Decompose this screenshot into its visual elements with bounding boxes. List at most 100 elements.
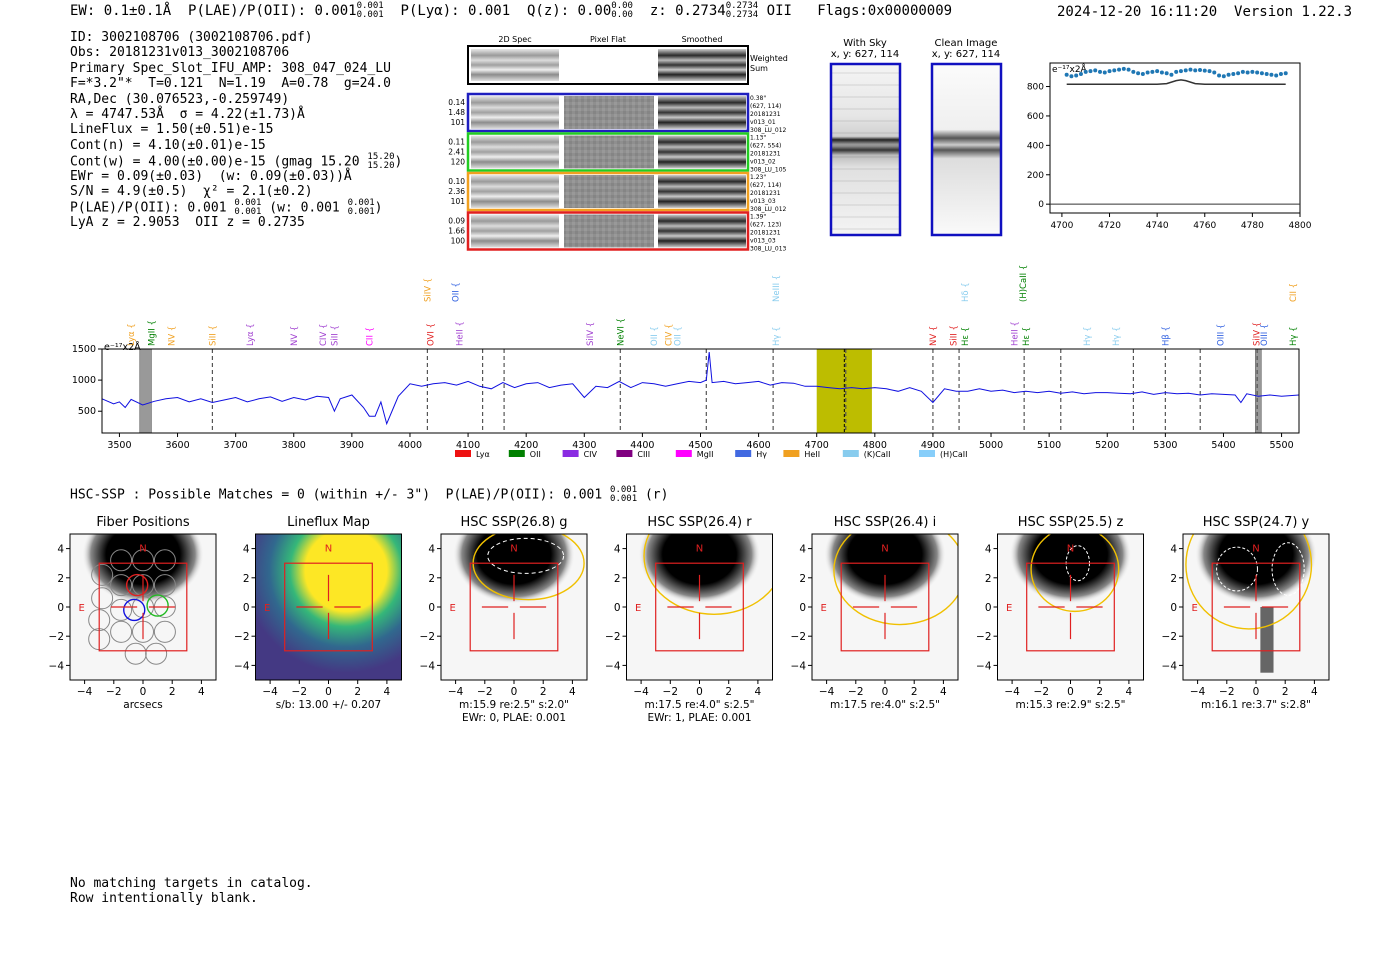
fiber-circle xyxy=(145,642,168,665)
cutout-smoothed xyxy=(658,96,746,129)
zoom-data-point xyxy=(1169,72,1174,77)
hsc-ytick-label: −2 xyxy=(976,631,991,643)
spectral-line-label: Hγ { xyxy=(1112,326,1122,346)
hsc-panel-title: Fiber Positions xyxy=(96,515,189,530)
hsc-ytick-label: 4 xyxy=(985,544,992,556)
zoom-data-point xyxy=(1226,72,1231,77)
hsc-caption: m:17.5 re:4.0" s:2.5" xyxy=(830,699,940,711)
cutout-smoothed xyxy=(658,175,746,208)
hsc-ytick-label: 0 xyxy=(57,602,64,614)
full-xtick-label: 5000 xyxy=(979,440,1003,451)
full-xtick-label: 4600 xyxy=(747,440,771,451)
info-radec: RA,Dec (30.076523,-0.259749) xyxy=(70,91,290,107)
hsc-xtick-label: −4 xyxy=(262,686,278,698)
info-id: ID: 3002108706 (3002108706.pdf) xyxy=(70,30,313,45)
hsc-ytick-label: 0 xyxy=(614,602,621,614)
zoom-data-point xyxy=(1136,71,1141,76)
zoom-data-point xyxy=(1140,72,1145,77)
flags-value: Flags:0x00000009 xyxy=(817,3,953,19)
cutout-left-label: 120 xyxy=(451,158,466,167)
hsc-imaging-panels: Fiber Positions N E −4 −2 0 2 4 4 2 0 −2 −4 arcsecs Li… xyxy=(49,515,1330,723)
info-obs: Obs: 20181231v013_3002108706 xyxy=(70,45,290,61)
zoom-xtick-label: 4720 xyxy=(1098,221,1121,231)
cutout-right-label: 20181231 xyxy=(750,151,781,158)
hsc-ytick-label: −4 xyxy=(420,660,436,672)
hsc-ytick-label: 0 xyxy=(799,602,806,614)
hsc-xtick-label: −4 xyxy=(448,686,464,698)
spectral-line-label: Hε { xyxy=(961,327,971,346)
fiber-circle xyxy=(153,549,176,572)
z-value: z: 0.2734 xyxy=(649,3,726,19)
spectral-line-label: SiIV { xyxy=(1253,322,1263,346)
spectral-line-label: OIII { xyxy=(1217,324,1227,346)
hsc-xtick-label: 2 xyxy=(911,686,918,698)
spectral-line-label: NV { xyxy=(168,326,178,346)
hsc-xtick-label: −4 xyxy=(1004,686,1020,698)
hsc-xtick-label: 0 xyxy=(140,686,147,698)
spectral-line-label: HeII { xyxy=(1010,321,1020,346)
hsc-xtick-label: −2 xyxy=(1219,686,1234,698)
zoom-data-point xyxy=(1112,68,1117,73)
clean-image xyxy=(933,65,1000,235)
fiber-circle-green xyxy=(146,594,169,617)
spectral-line-label: NeVI { xyxy=(616,318,626,346)
cutout-right-label: (627, 123) xyxy=(750,222,781,229)
masked-band xyxy=(139,348,152,434)
cutout-left-label: 101 xyxy=(451,118,466,127)
hsc-ytick-label: −4 xyxy=(1162,660,1178,672)
zoom-data-point xyxy=(1278,72,1283,77)
full-ytick-label: 1500 xyxy=(72,344,96,355)
col-label-2dspec: 2D Spec xyxy=(498,35,531,44)
hsc-panel-title: HSC SSP(25.5) z xyxy=(1018,515,1124,530)
full-xtick-label: 3900 xyxy=(340,440,364,451)
catalog-aperture-ellipse xyxy=(1185,534,1313,630)
cutout-right-label: v013_02 xyxy=(750,159,776,166)
zoom-data-point xyxy=(1193,68,1198,73)
east-label: E xyxy=(450,603,456,614)
hsc-xtick-label: 2 xyxy=(169,686,176,698)
info-ewr: EWr = 0.09(±0.03) (w: 0.09(±0.03))Å xyxy=(70,168,352,184)
hsc-xtick-label: 0 xyxy=(696,686,703,698)
zoom-xtick-label: 4700 xyxy=(1050,221,1073,231)
hsc-ytick-label: 2 xyxy=(428,573,435,585)
spectrum-legend: Lyα OII CIV CIII MgII Hγ HeII (K)CaII (H)CaII xyxy=(455,450,967,459)
spectral-line-label: Lyα { xyxy=(127,323,137,346)
cutout-2dspec xyxy=(471,175,559,208)
spectral-line-label: Lyα { xyxy=(246,323,256,346)
search-box xyxy=(1211,562,1301,652)
spectral-line-label: CII { xyxy=(365,327,375,346)
zoom-data-point xyxy=(1145,70,1150,75)
hsc-ytick-label: 4 xyxy=(428,544,435,556)
hsc-panel-title: HSC SSP(26.8) g xyxy=(460,515,567,530)
detection-info: ID: 3002108706 (3002108706.pdf) Obs: 201… xyxy=(70,30,402,230)
with-sky-label: With Sky x, y: 627, 114 xyxy=(830,38,900,60)
cutout-pixelflat xyxy=(564,96,654,129)
hsc-caption: m:17.5 re:4.0" s:2.5" xyxy=(645,699,755,711)
hsc-xtick-label: 4 xyxy=(198,686,205,698)
hsc-caption-2: EWr: 1, PLAE: 0.001 xyxy=(647,712,751,723)
north-label: N xyxy=(1252,544,1259,555)
zoom-data-point xyxy=(1069,74,1074,79)
catalog-aperture-ellipse xyxy=(1030,534,1120,613)
zoom-data-point xyxy=(1078,72,1083,77)
zoom-data-point xyxy=(1221,74,1226,79)
cutout-row-frame xyxy=(466,211,750,251)
zoom-ytick-label: 400 xyxy=(1027,141,1044,151)
hsc-ytick-label: −2 xyxy=(605,631,620,643)
full-xtick-label: 4000 xyxy=(398,440,422,451)
fiber-circle-red xyxy=(125,573,149,597)
hsc-ytick-label: −4 xyxy=(791,660,807,672)
full-spectrum-chart: 3500 3600 3700 3800 3900 4000 4100 4200 4300 4400… xyxy=(72,265,1300,459)
cutout-row-frame xyxy=(466,92,750,133)
hsc-xtick-label: 2 xyxy=(1096,686,1103,698)
cutout-2dspec xyxy=(471,135,559,169)
full-xtick-label: 5300 xyxy=(1153,440,1177,451)
hsc-ytick-label: −2 xyxy=(234,631,249,643)
hsc-xtick-label: −2 xyxy=(663,686,678,698)
legend-label: Lyα xyxy=(476,450,490,459)
spectral-line-label: Hγ { xyxy=(1083,326,1093,346)
full-xtick-label: 4400 xyxy=(630,440,654,451)
